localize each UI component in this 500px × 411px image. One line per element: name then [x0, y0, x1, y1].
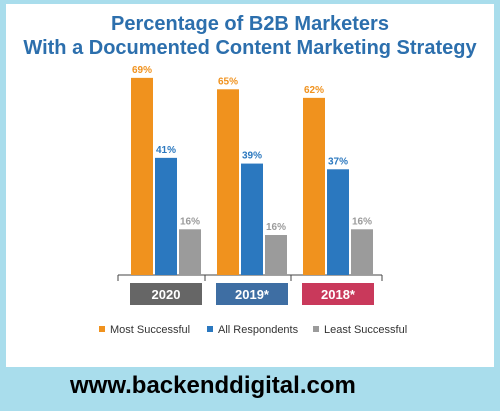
chart-title-line-1: Percentage of B2B Marketers [111, 13, 389, 35]
bar-2019-least-successful [265, 235, 287, 275]
data-label: 39% [242, 151, 262, 162]
bar-2018-least-successful [351, 229, 373, 275]
legend-swatch-2 [313, 326, 319, 332]
bar-2019-most-successful [217, 89, 239, 276]
category-label-box-0 [130, 283, 202, 305]
category-label: 2018* [321, 287, 356, 302]
legend-label: All Respondents [218, 324, 299, 336]
footer-url: www.backenddigital.com [70, 372, 356, 399]
chart-title-line-2: With a Documented Content Marketing Stra… [23, 37, 477, 59]
bar-2020-least-successful [179, 229, 201, 275]
chart-card: Percentage of B2B Marketers With a Docum… [0, 0, 500, 367]
bar-2020-most-successful [131, 77, 153, 275]
bar-2020-all-respondents [155, 157, 177, 275]
category-label-box-1 [216, 283, 288, 305]
data-label: 16% [352, 216, 372, 227]
bar-2019-all-respondents [241, 163, 263, 275]
bar-2018-all-respondents [327, 169, 349, 275]
bar-chart: 69% 41% 16% 2020 65% 39% 16% 2019* 62% 37% 16% 2018… [99, 65, 407, 336]
data-label: 65% [218, 76, 238, 87]
legend-swatch-1 [207, 326, 213, 332]
data-label: 62% [304, 85, 324, 96]
data-label: 69% [132, 65, 152, 76]
legend-label: Most Successful [110, 324, 190, 336]
legend-swatch-0 [99, 326, 105, 332]
data-label: 41% [156, 145, 176, 156]
chart-title: Percentage of B2B Marketers With a Docum… [6, 12, 494, 60]
category-label: 2019* [235, 287, 270, 302]
category-label: 2020 [152, 287, 181, 302]
data-label: 16% [180, 216, 200, 227]
data-label: 16% [266, 222, 286, 233]
bar-2018-most-successful [303, 97, 325, 275]
legend-label: Least Successful [324, 324, 407, 336]
category-label-box-2 [302, 283, 374, 305]
data-label: 37% [328, 156, 348, 167]
